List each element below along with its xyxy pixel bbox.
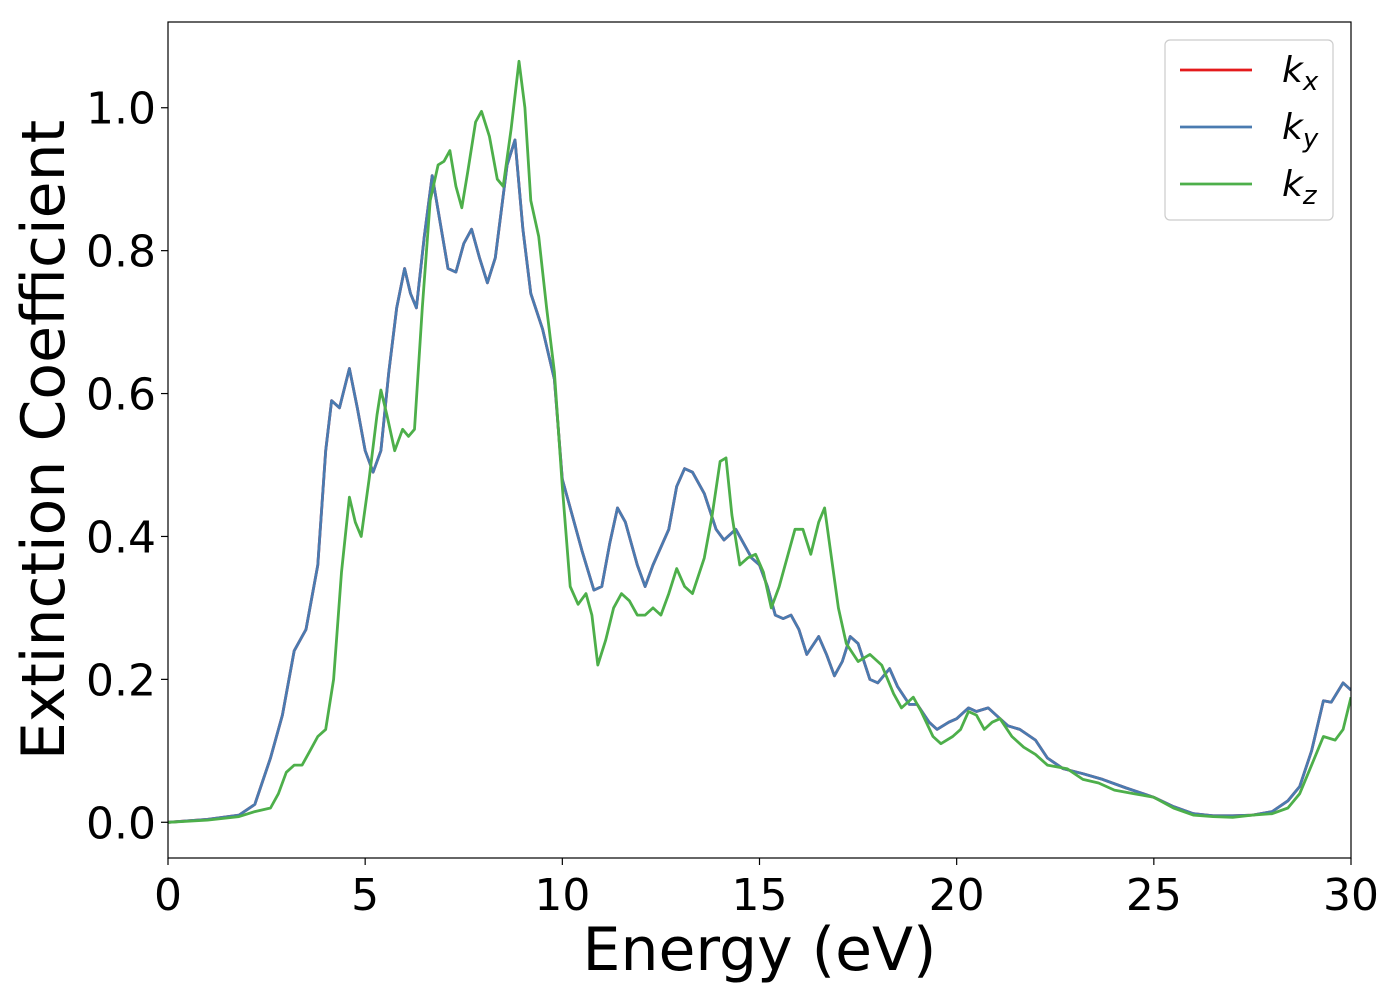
x-tick-label: 15 xyxy=(732,870,788,921)
x-tick-label: 10 xyxy=(534,870,590,921)
legend: kx ky kz xyxy=(1164,39,1334,221)
series-line-ky xyxy=(168,138,1351,824)
y-tick-label: 0.6 xyxy=(86,370,156,421)
y-tick-label: 0.0 xyxy=(86,798,156,849)
legend-label-kz: kz xyxy=(1282,164,1318,211)
series-line-kz xyxy=(168,59,1351,824)
x-tick-label: 30 xyxy=(1323,870,1379,921)
y-tick-label: 1.0 xyxy=(86,84,156,135)
legend-entries: kx ky kz xyxy=(1180,50,1319,211)
y-tick-label: 0.2 xyxy=(86,655,156,706)
series-line-kx xyxy=(168,138,1351,824)
legend-box xyxy=(1164,39,1334,221)
y-axis: 0.0 0.2 0.4 0.6 0.8 1.0 xyxy=(86,84,168,849)
x-tick-label: 0 xyxy=(154,870,182,921)
x-tick-label: 25 xyxy=(1126,870,1182,921)
y-tick-label: 0.4 xyxy=(86,512,156,563)
y-axis-title: Extinction Coefficient xyxy=(9,120,79,760)
x-tick-label: 5 xyxy=(351,870,379,921)
series-layer xyxy=(168,59,1351,824)
legend-label-kx: kx xyxy=(1282,50,1319,97)
y-tick-label: 0.8 xyxy=(86,227,156,278)
legend-label-ky: ky xyxy=(1282,107,1319,154)
x-axis-title: Energy (eV) xyxy=(583,915,937,985)
x-tick-label: 20 xyxy=(929,870,985,921)
x-axis: 0 5 10 15 20 25 30 xyxy=(154,858,1379,921)
